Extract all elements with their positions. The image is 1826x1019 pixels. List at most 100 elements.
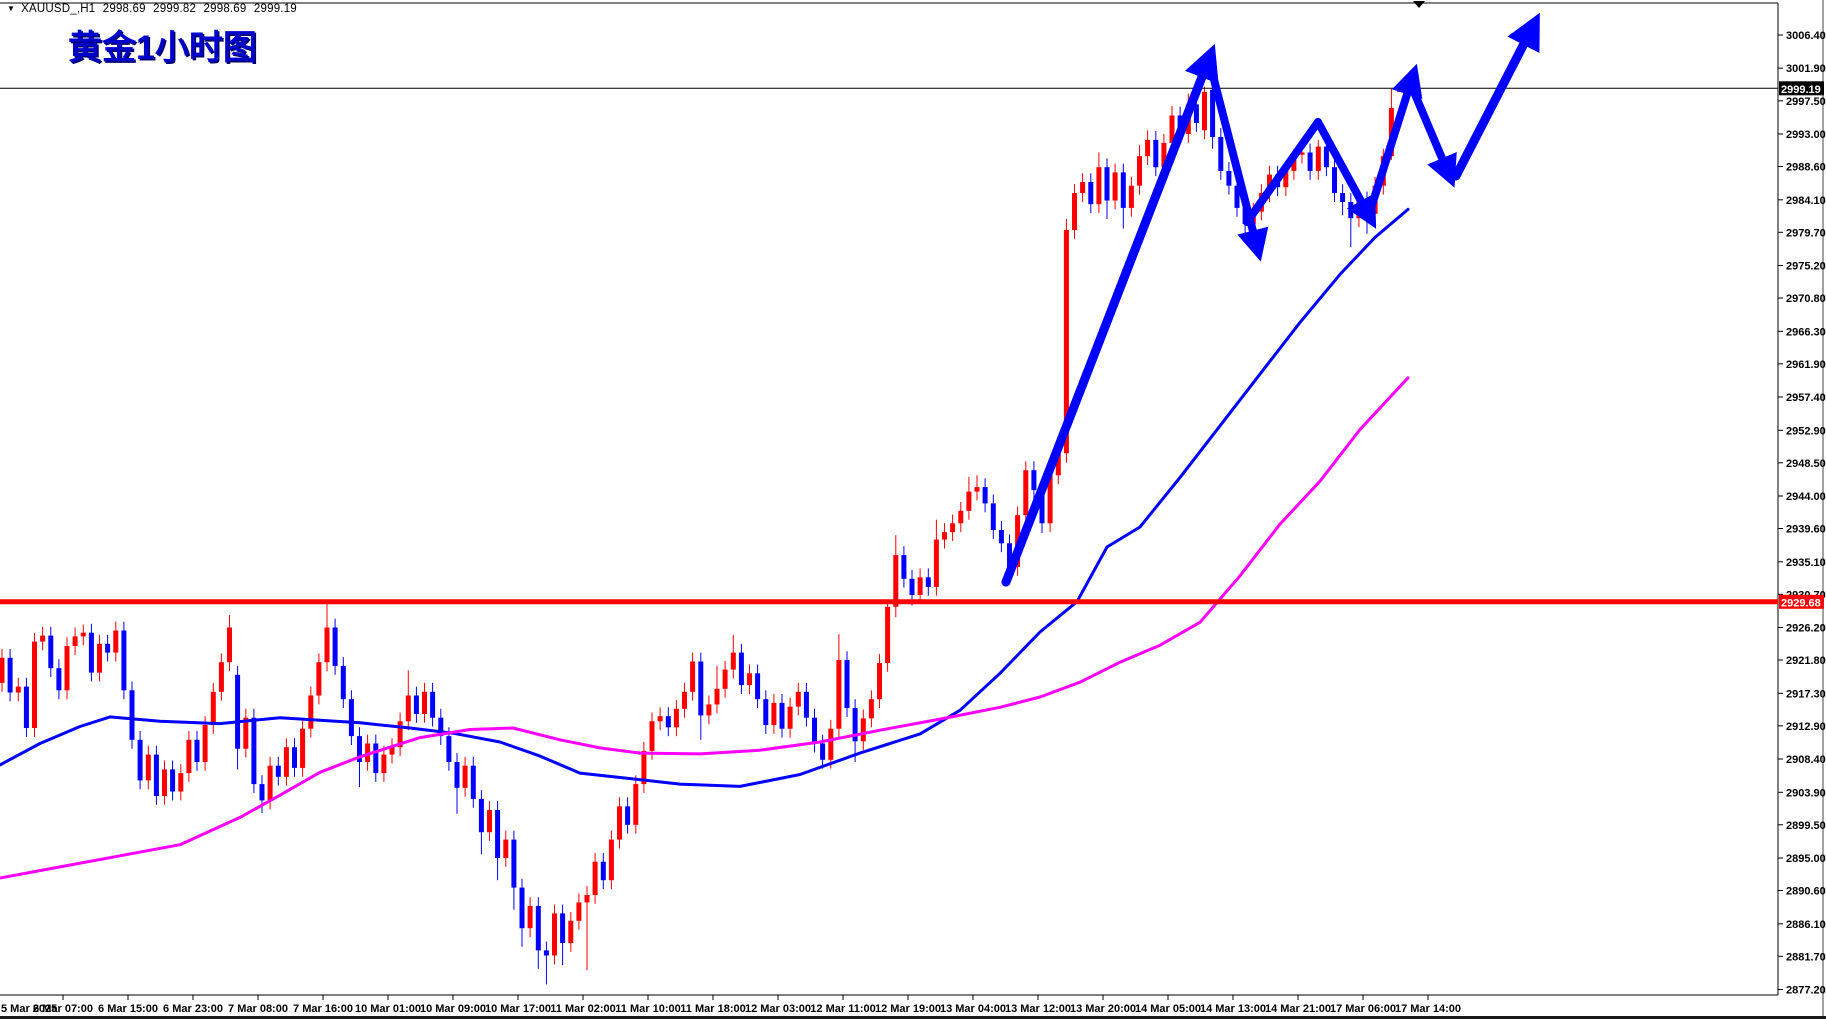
candle — [1307, 143, 1313, 180]
trend-arrow-segment — [1314, 118, 1377, 229]
candle — [145, 745, 151, 790]
symbol-period-label: XAUUSD_,H1 — [21, 3, 96, 15]
candle — [332, 618, 338, 675]
price-tick-label: 2890.60 — [1786, 886, 1826, 898]
candle — [162, 760, 167, 805]
time-tick-label: 5 Mar 2025 — [1, 1003, 57, 1015]
candle — [56, 659, 62, 700]
candle — [1145, 130, 1151, 165]
price-axis[interactable]: 3006.40 3001.90 2997.50 2993.00 2988.60 2984.… — [1778, 30, 1826, 997]
ma-fast-blue[interactable] — [0, 207, 1410, 788]
candle — [422, 682, 427, 723]
candle — [673, 699, 679, 737]
candle — [625, 797, 631, 834]
candle — [438, 708, 444, 745]
candle — [80, 624, 86, 646]
price-tick-label: 2997.50 — [1786, 96, 1826, 108]
candle — [153, 745, 159, 805]
time-tick-label: 13 Mar 20:00 — [1070, 1003, 1136, 1015]
candles-layer — [0, 79, 1402, 985]
candle — [617, 797, 622, 849]
candle — [397, 712, 403, 757]
chart-shift-marker-icon[interactable] — [1413, 1, 1425, 8]
support-line[interactable]: 2929.68 — [0, 594, 1824, 610]
time-tick-label: 11 Mar 10:00 — [615, 1003, 680, 1015]
price-tick-label: 2881.70 — [1786, 951, 1826, 963]
candle — [1226, 162, 1232, 195]
time-tick-label: 13 Mar 12:00 — [1005, 1003, 1071, 1015]
ohlc-info-bar: ▼ XAUUSD_,H1 2998.69 2999.82 2998.69 2999… — [7, 3, 301, 15]
candle — [300, 719, 306, 777]
price-tick-label: 2877.20 — [1786, 985, 1826, 997]
price-tick-label: 2903.90 — [1786, 787, 1826, 799]
time-tick-label: 11 Mar 02:00 — [550, 1003, 615, 1015]
candle — [738, 643, 744, 694]
candle — [966, 476, 972, 520]
candle — [292, 738, 297, 777]
candle — [519, 878, 525, 947]
candle — [812, 708, 817, 753]
candle — [1128, 176, 1134, 217]
candle — [974, 475, 980, 501]
candle — [641, 742, 647, 793]
candle — [218, 653, 224, 701]
price-tick-label: 2921.80 — [1786, 655, 1826, 667]
ma-slow-magenta[interactable] — [0, 376, 1410, 880]
price-tick-label: 3001.90 — [1786, 63, 1826, 75]
candle — [1088, 173, 1094, 214]
candle — [950, 514, 956, 542]
close-value: 2999.19 — [253, 3, 297, 15]
time-tick-label: 14 Mar 21:00 — [1265, 1003, 1331, 1015]
price-tick-label: 2917.30 — [1786, 688, 1826, 700]
candle — [698, 652, 704, 740]
candle — [316, 653, 322, 705]
candle — [23, 677, 29, 737]
time-tick-label: 6 Mar 15:00 — [98, 1003, 158, 1015]
candle — [787, 697, 793, 738]
price-tick-label: 2988.60 — [1786, 162, 1826, 174]
symbol-dropdown-icon[interactable]: ▼ — [7, 4, 16, 13]
candle — [893, 535, 899, 618]
open-value: 2998.69 — [102, 3, 146, 15]
candle — [803, 682, 809, 727]
trend-arrow-segment — [1410, 88, 1457, 188]
candle — [1153, 131, 1159, 177]
candle — [1023, 461, 1029, 525]
time-tick-label: 12 Mar 19:00 — [875, 1003, 941, 1015]
candle — [503, 830, 509, 867]
candle — [243, 708, 249, 758]
candle — [990, 494, 996, 539]
candle — [1202, 86, 1207, 140]
candle — [771, 694, 777, 734]
time-tick-label: 10 Mar 09:00 — [420, 1003, 486, 1015]
price-tick-label: 2975.20 — [1786, 261, 1826, 273]
trend-arrows[interactable] — [1001, 12, 1540, 587]
candle — [105, 634, 111, 662]
chart-title-annotation: 黄金1小时图 — [68, 29, 257, 67]
price-tick-label: 2935.10 — [1786, 557, 1826, 569]
candle — [885, 600, 891, 672]
candle — [600, 852, 606, 890]
candle — [682, 682, 687, 718]
price-tick-label: 2944.00 — [1786, 491, 1826, 503]
candle — [552, 904, 557, 965]
trend-arrow-segment — [1367, 63, 1423, 212]
candle — [860, 709, 866, 751]
candle — [1315, 139, 1321, 180]
candle — [763, 690, 769, 734]
candle — [324, 603, 330, 672]
candle — [1072, 184, 1077, 239]
price-tick-label: 2970.80 — [1786, 293, 1826, 305]
price-tick-label: 2948.50 — [1786, 458, 1826, 470]
candle — [251, 708, 257, 793]
time-tick-label: 13 Mar 04:00 — [940, 1003, 1006, 1015]
candle — [178, 764, 184, 801]
time-tick-label: 10 Mar 17:00 — [485, 1003, 551, 1015]
price-tick-label: 2886.10 — [1786, 919, 1826, 931]
candle — [779, 694, 785, 738]
candle — [877, 654, 882, 708]
candle — [747, 664, 752, 694]
